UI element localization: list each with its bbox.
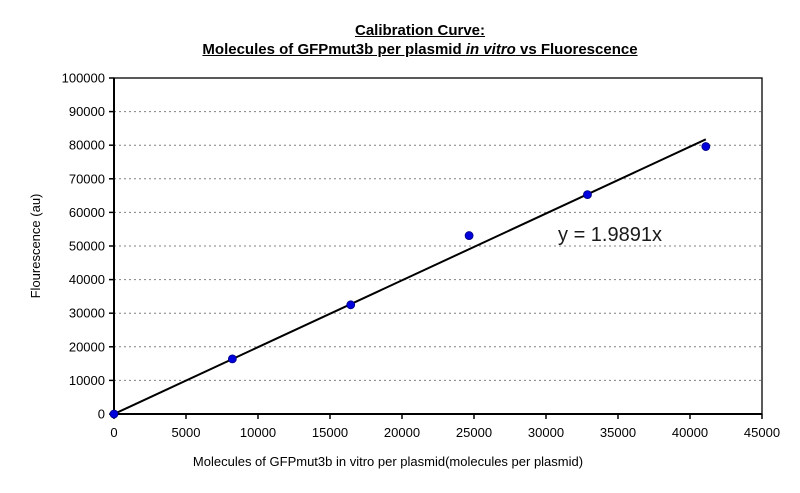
- y-tick-label: 20000: [69, 339, 105, 354]
- data-point: [701, 142, 711, 151]
- trendline-equation-label: y = 1.9891x: [558, 224, 662, 246]
- trendline: [113, 138, 707, 415]
- x-tick-label: 30000: [528, 425, 564, 440]
- x-axis-title: Molecules of GFPmut3b in vitro per plasm…: [193, 454, 583, 469]
- y-tick-label: 40000: [69, 272, 105, 287]
- x-tick-label: 25000: [456, 425, 492, 440]
- data-point: [346, 300, 356, 310]
- data-point: [227, 354, 237, 364]
- y-tick-label: 10000: [69, 373, 105, 388]
- x-tick-label: 0: [110, 425, 117, 440]
- y-axis-title: Flourescence (au): [28, 194, 43, 299]
- y-tick-label: 90000: [69, 104, 105, 119]
- y-tick-label: 70000: [69, 171, 105, 186]
- x-tick-label: 40000: [672, 425, 708, 440]
- x-tick-label: 20000: [384, 425, 420, 440]
- chart-title: Calibration Curve: Molecules of GFPmut3b…: [40, 21, 800, 59]
- x-tick-label: 35000: [600, 425, 636, 440]
- x-tick-label: 15000: [312, 425, 348, 440]
- data-point: [464, 231, 474, 240]
- chart-title-line2-suffix: vs Fluorescence: [515, 41, 638, 58]
- chart-title-line1: Calibration Curve:: [40, 21, 800, 40]
- y-tick-label: 30000: [69, 306, 105, 321]
- x-tick-label: 10000: [240, 425, 276, 440]
- plot-area: 0 5000 10000 15000 20000 25000 30000 35000 40000…: [62, 71, 780, 441]
- y-tick-label: 50000: [69, 239, 105, 254]
- y-tick-label: 80000: [69, 138, 105, 153]
- chart-title-line2: Molecules of GFPmut3b per plasmid in vit…: [40, 40, 800, 59]
- y-tick-label: 60000: [69, 205, 105, 220]
- chart-title-line2-italic: in vitro: [465, 41, 516, 58]
- y-tick-label: 0: [98, 407, 105, 422]
- y-tick-label: 100000: [62, 71, 105, 86]
- x-tick-label: 5000: [172, 425, 201, 440]
- data-point: [109, 409, 119, 419]
- chart-title-line1-text: Calibration Curve:: [354, 22, 486, 39]
- x-tick-label: 45000: [744, 425, 780, 440]
- data-point: [583, 190, 592, 199]
- chart-title-line2-prefix: Molecules of GFPmut3b per plasmid: [202, 41, 466, 58]
